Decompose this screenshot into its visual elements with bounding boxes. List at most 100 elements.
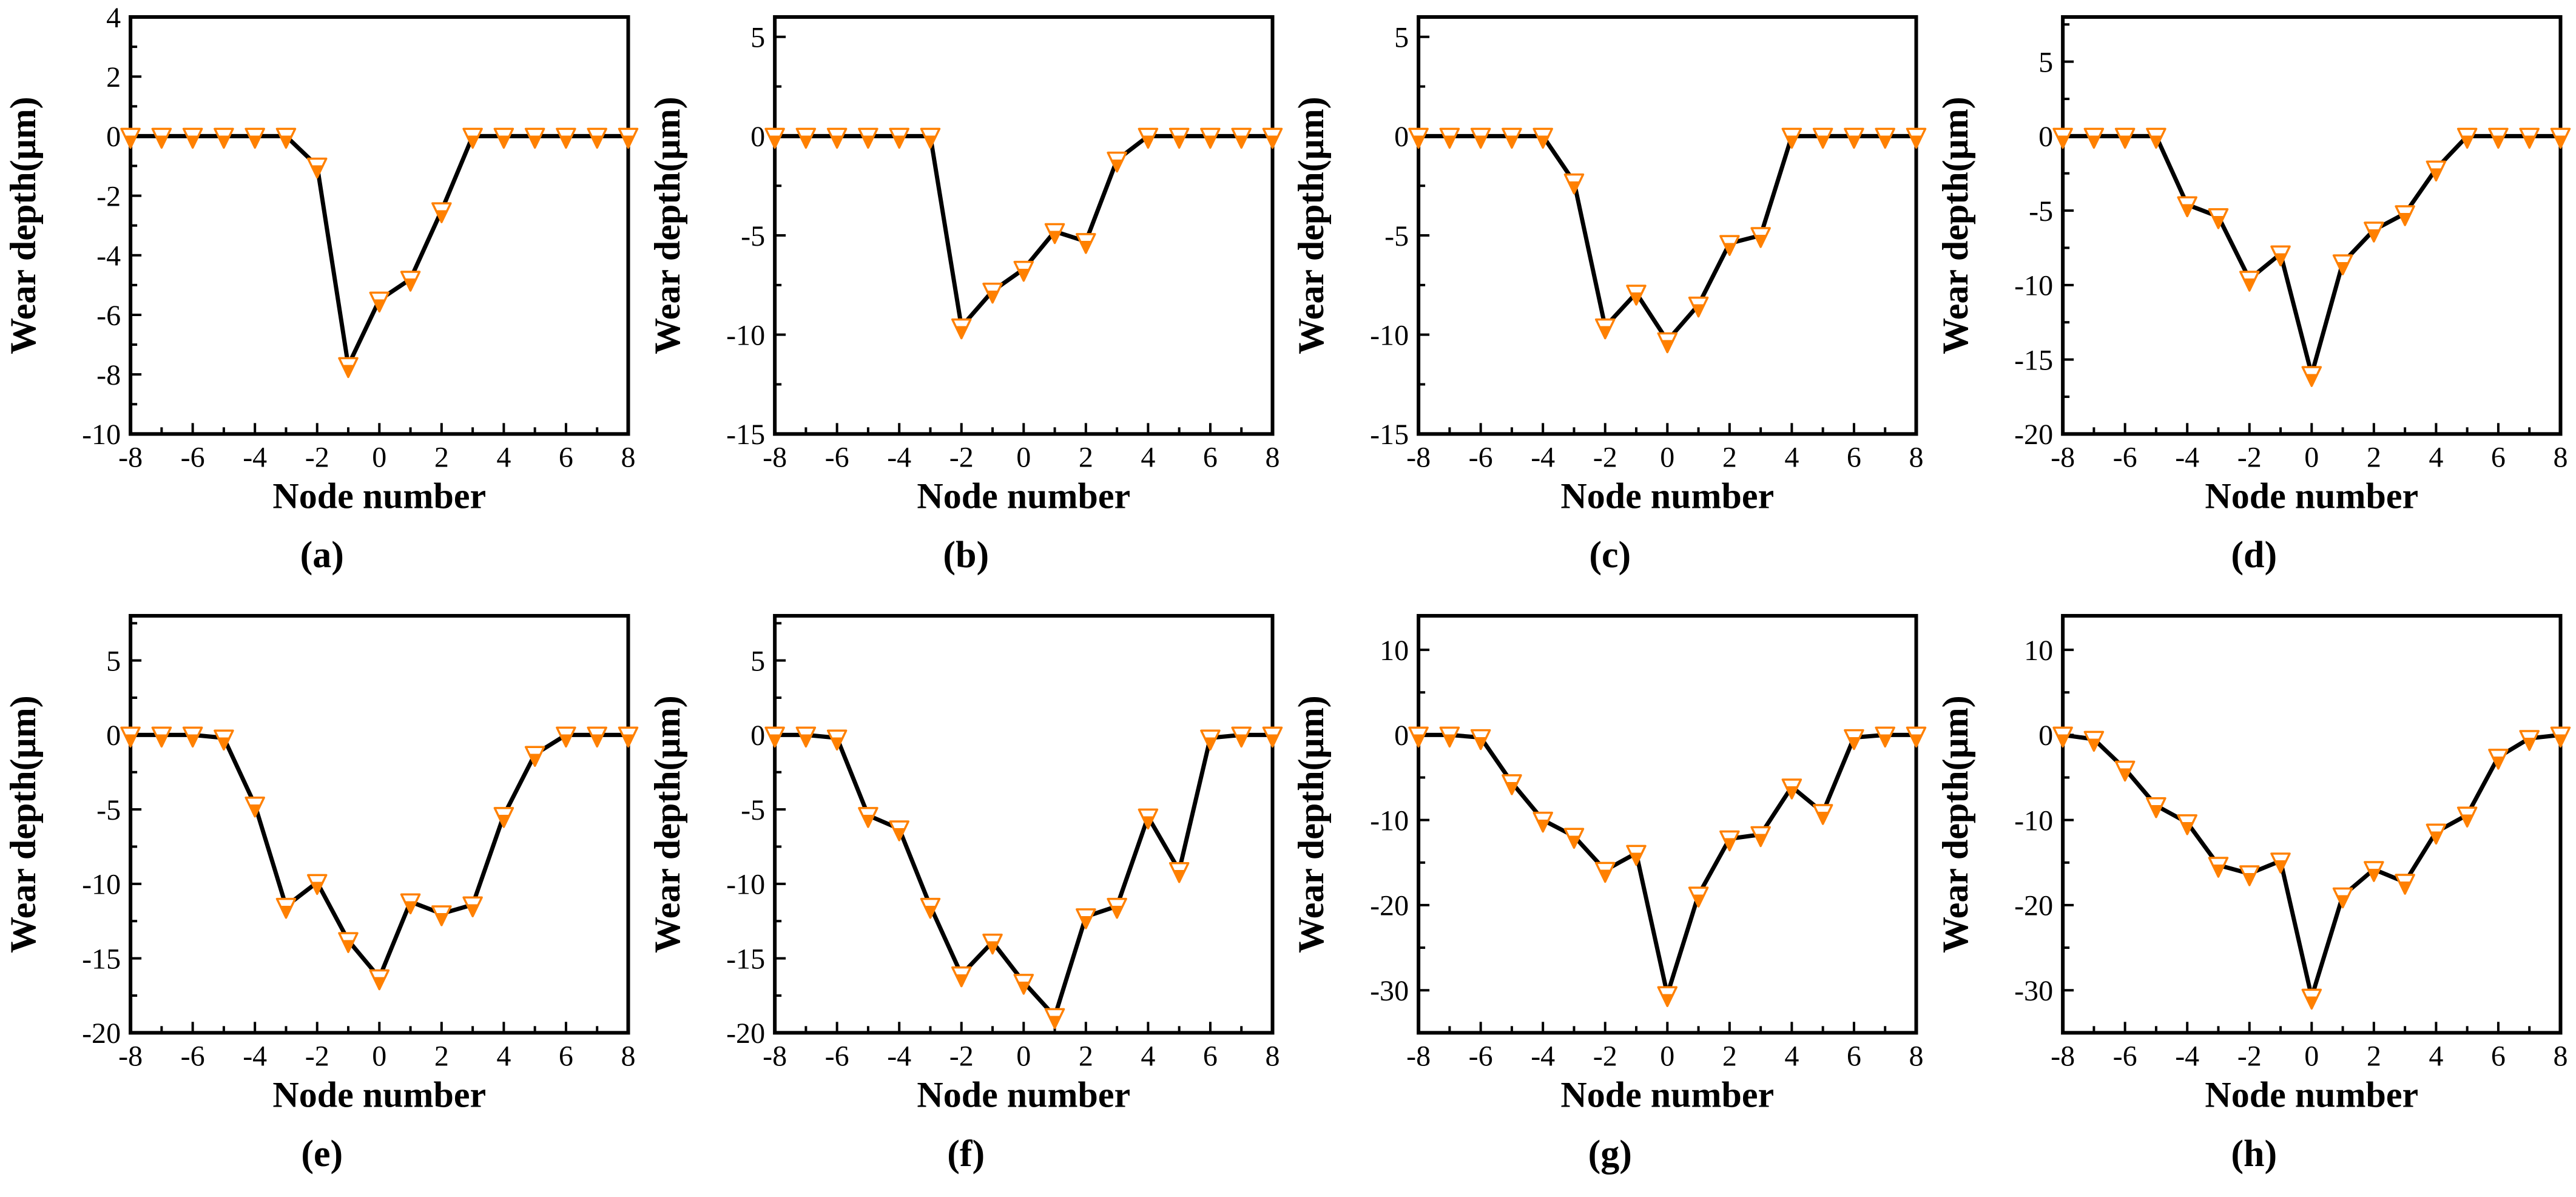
- y-tick-label: -5: [741, 220, 765, 252]
- data-marker: [1626, 285, 1647, 306]
- x-tick-label: -2: [2237, 441, 2261, 473]
- data-marker: [1594, 318, 1616, 340]
- x-tick-label: 8: [1909, 441, 1923, 473]
- y-tick-label: -15: [1370, 419, 1409, 451]
- chart-caption-d: (d): [2231, 534, 2278, 576]
- x-tick-label: 6: [1202, 441, 1217, 473]
- data-marker: [1626, 845, 1647, 866]
- data-marker: [920, 127, 940, 149]
- x-tick-label: -6: [1469, 1040, 1493, 1072]
- data-marker: [1230, 726, 1252, 747]
- data-marker: [462, 127, 483, 149]
- data-marker: [1812, 803, 1833, 825]
- data-marker: [1013, 260, 1034, 282]
- data-marker: [982, 933, 1003, 954]
- y-tick-label: -4: [96, 240, 121, 272]
- chart-caption-e: (e): [301, 1133, 343, 1175]
- x-axis-title: Node number: [2205, 476, 2418, 516]
- data-marker: [795, 127, 816, 149]
- data-marker: [182, 127, 203, 149]
- data-marker: [2487, 127, 2509, 149]
- data-marker: [2332, 254, 2353, 275]
- y-tick-label: -20: [2014, 419, 2053, 451]
- data-line: [1416, 732, 1918, 997]
- chart-caption-b: (b): [943, 534, 990, 576]
- data-marker: [1812, 127, 1833, 149]
- data-marker: [1719, 830, 1740, 851]
- y-tick-label: 0: [2038, 121, 2053, 153]
- data-marker: [1781, 778, 1802, 800]
- data-marker: [1502, 127, 1522, 149]
- x-tick-label: 8: [1909, 1040, 1923, 1072]
- x-tick-label: 2: [434, 1040, 449, 1072]
- data-marker: [2083, 127, 2104, 149]
- data-marker: [1719, 235, 1740, 256]
- y-tick-label: 0: [2038, 720, 2053, 752]
- x-tick-label: 2: [1722, 441, 1737, 473]
- data-marker: [1750, 227, 1771, 248]
- data-marker: [182, 726, 203, 747]
- data-marker: [431, 905, 452, 926]
- x-tick-label: -2: [949, 1040, 973, 1072]
- data-marker: [1075, 233, 1096, 254]
- subplot-c: -8 -6 -4 -2 0 2 4 6 8 -15 -10 -5 0 5 Wear depth(μm) Nod…: [1288, 0, 1932, 599]
- data-marker: [2426, 160, 2446, 182]
- data-marker: [982, 282, 1003, 304]
- data-marker: [244, 796, 265, 818]
- x-tick-label: 8: [2553, 441, 2568, 473]
- x-tick-label: -2: [1593, 1040, 1617, 1072]
- data-marker: [2301, 988, 2322, 1010]
- axis-ticks: [1417, 35, 1918, 436]
- y-tick-label: -15: [726, 419, 765, 451]
- x-tick-label: -4: [887, 1040, 911, 1072]
- y-tick-label: 2: [106, 61, 121, 93]
- x-tick-label: -4: [1531, 1040, 1555, 1072]
- chart-caption-f: (f): [947, 1133, 985, 1175]
- plot-frame: [772, 15, 1274, 436]
- data-marker: [1470, 127, 1491, 149]
- data-marker: [1502, 774, 1522, 795]
- x-axis-title: Node number: [2205, 1074, 2418, 1114]
- data-marker: [2208, 856, 2228, 878]
- data-marker: [1906, 726, 1927, 747]
- x-tick-label: 8: [1265, 1040, 1280, 1072]
- data-marker: [1688, 296, 1709, 318]
- y-tick-label: 5: [1394, 22, 1409, 54]
- data-marker: [2550, 127, 2571, 149]
- x-axis-title: Node number: [272, 476, 486, 516]
- data-marker: [1470, 729, 1491, 750]
- y-axis-title: Wear depth(μm): [1291, 695, 1331, 953]
- data-marker: [1230, 127, 1252, 149]
- y-tick-label: -5: [96, 794, 121, 826]
- data-marker: [888, 127, 909, 149]
- y-tick-label: -5: [741, 794, 765, 826]
- y-tick-label: 0: [750, 720, 765, 752]
- x-tick-label: -8: [2051, 441, 2075, 473]
- x-tick-label: -2: [305, 441, 329, 473]
- y-axis-title: Wear depth(μm): [1935, 695, 1975, 953]
- y-tick-label: -2: [96, 180, 121, 212]
- data-line: [2060, 133, 2563, 377]
- data-marker: [1013, 973, 1034, 995]
- data-line: [128, 732, 630, 980]
- plot-frame: [772, 613, 1274, 1034]
- data-marker: [2363, 860, 2384, 882]
- y-tick-label: 10: [2024, 634, 2053, 666]
- data-marker: [1439, 726, 1460, 747]
- data-marker: [400, 893, 421, 914]
- data-marker: [1844, 729, 1864, 750]
- data-marker: [2239, 865, 2260, 886]
- y-tick-label: -20: [2014, 889, 2053, 922]
- subplot-d: -8 -6 -4 -2 0 2 4 6 8 -20 -15 -10 -5 0 5 Wear depth(μm)…: [1932, 0, 2576, 599]
- y-tick-label: -10: [1370, 804, 1409, 837]
- data-line: [772, 133, 1275, 329]
- x-axis-title: Node number: [272, 1074, 486, 1114]
- data-marker: [764, 127, 785, 149]
- data-marker: [556, 127, 576, 149]
- y-axis-title: Wear depth(μm): [647, 695, 687, 953]
- data-marker: [2270, 852, 2291, 874]
- x-tick-label: 8: [1265, 441, 1280, 473]
- data-marker: [524, 746, 545, 767]
- subplot-e: -8 -6 -4 -2 0 2 4 6 8 -20 -15 -10 -5 0 5 Wear depth(μm)…: [0, 599, 644, 1197]
